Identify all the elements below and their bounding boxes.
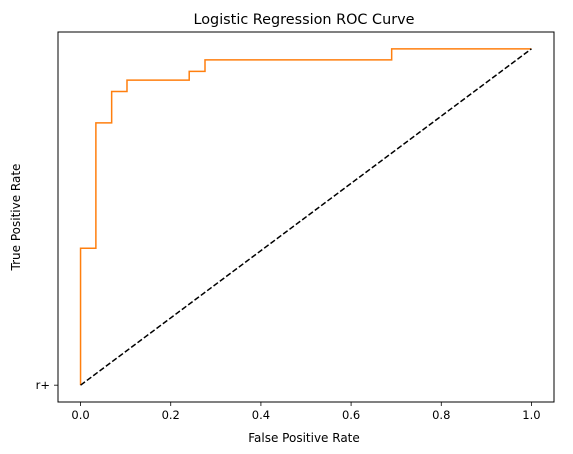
roc-series-line <box>79 48 532 386</box>
x-tick-label: 0.2 <box>162 408 180 422</box>
baseline-series-line <box>80 48 532 386</box>
x-tick-label: 0.0 <box>71 408 89 422</box>
chart-title: Logistic Regression ROC Curve <box>193 12 414 28</box>
y-tick-label: r+ <box>36 378 50 392</box>
plot-area <box>79 48 532 386</box>
x-tick-label: 0.4 <box>252 408 270 422</box>
x-tick-label: 0.6 <box>342 408 360 422</box>
x-axis-ticks: 0.0 0.2 0.4 0.6 0.8 1.0 <box>71 402 541 422</box>
x-axis-label: False Positive Rate <box>248 431 360 445</box>
y-axis-label: True Positive Rate <box>9 164 23 272</box>
x-tick-label: 0.8 <box>432 408 450 422</box>
plot-frame <box>57 31 555 403</box>
x-tick-label: 1.0 <box>522 408 540 422</box>
y-axis-ticks: r+ <box>36 378 58 392</box>
